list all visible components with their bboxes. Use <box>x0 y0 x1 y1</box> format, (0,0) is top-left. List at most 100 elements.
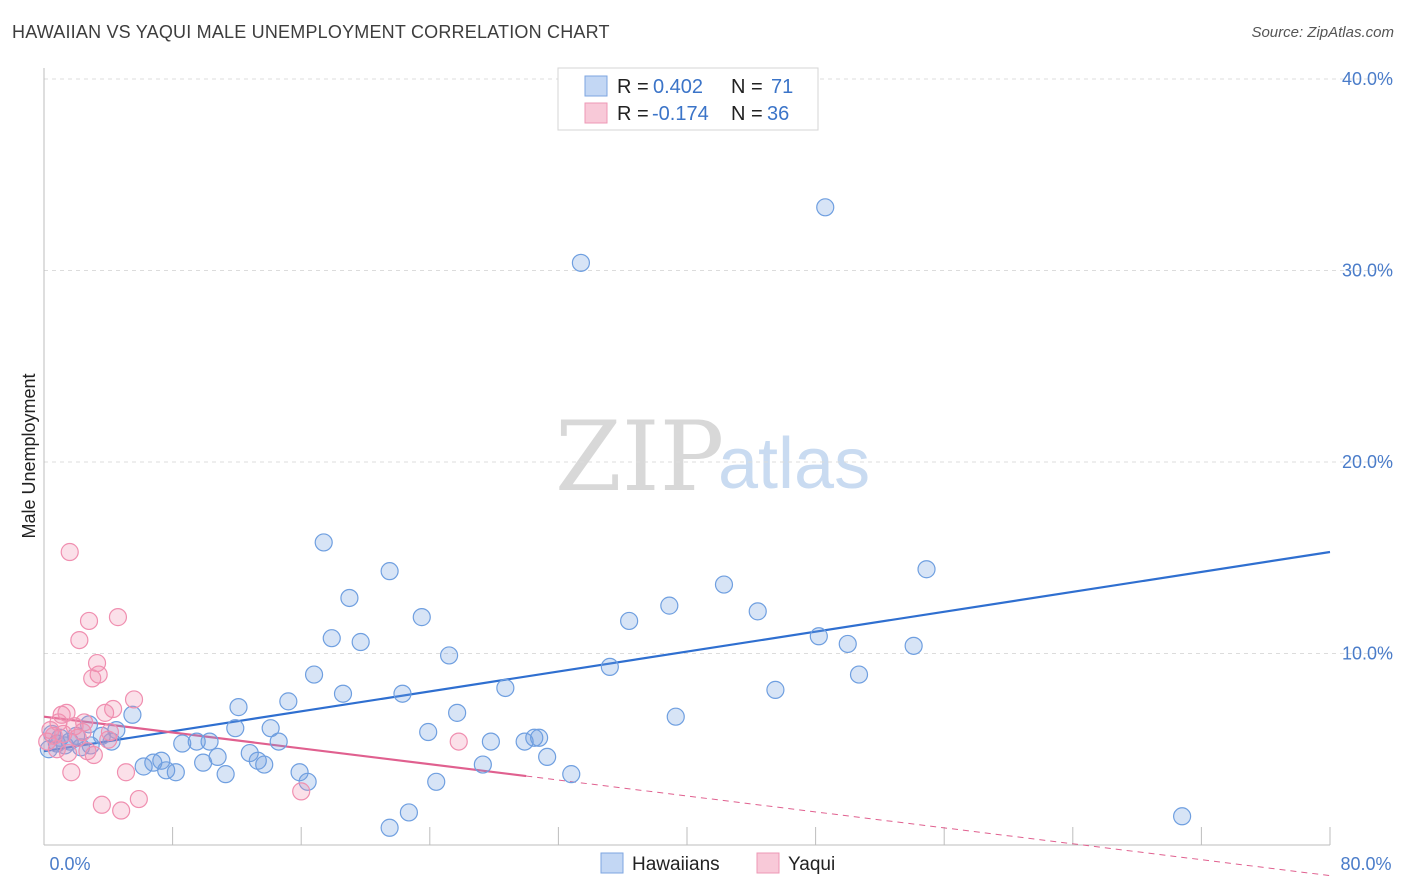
point-yaqui <box>47 740 66 759</box>
point-hawaiians <box>666 707 685 726</box>
point-hawaiians <box>298 772 317 791</box>
watermark-zip: ZIP <box>555 401 724 513</box>
point-hawaiians <box>439 646 459 665</box>
legend-n-value-yaqui: 36 <box>767 103 789 125</box>
point-hawaiians <box>515 732 534 751</box>
point-hawaiians <box>917 560 936 579</box>
bottom-legend-label-hawaiians: Hawaiians <box>632 854 720 875</box>
series-legend: Hawaiians Yaqui <box>600 852 835 875</box>
point-hawaiians <box>226 719 245 738</box>
y-tick-label: 30.0% <box>1342 261 1393 281</box>
point-hawaiians <box>748 602 767 621</box>
legend-r-label-hawaiians: R = <box>617 76 649 98</box>
point-hawaiians <box>200 732 219 751</box>
y-tick-label: 20.0% <box>1342 452 1393 472</box>
point-hawaiians <box>152 751 171 770</box>
point-hawaiians <box>525 728 544 747</box>
bottom-legend-swatch-yaqui <box>756 852 780 874</box>
point-hawaiians <box>279 692 298 711</box>
point-hawaiians <box>123 705 142 724</box>
point-yaqui <box>92 795 111 814</box>
x-tick-label-min: 0.0% <box>49 854 90 874</box>
point-hawaiians <box>904 636 923 655</box>
point-hawaiians <box>427 772 446 791</box>
point-hawaiians <box>660 596 679 615</box>
y-tick-label: 40.0% <box>1342 69 1393 89</box>
point-yaqui <box>99 730 118 749</box>
point-hawaiians <box>714 575 734 594</box>
point-yaqui <box>70 630 89 650</box>
point-yaqui <box>449 732 468 751</box>
point-hawaiians <box>620 611 639 631</box>
point-hawaiians <box>380 562 399 581</box>
legend-r-value-hawaiians: 0.402 <box>653 76 703 98</box>
point-hawaiians <box>351 632 370 652</box>
series-hawaiians <box>39 198 1192 837</box>
point-hawaiians <box>600 657 619 677</box>
series-yaqui <box>38 542 468 820</box>
point-hawaiians <box>809 627 828 646</box>
chart-title: HAWAIIAN VS YAQUI MALE UNEMPLOYMENT CORR… <box>12 22 610 42</box>
legend-swatch-yaqui <box>584 102 608 124</box>
watermark: ZIP atlas <box>555 401 870 513</box>
point-hawaiians <box>766 680 785 699</box>
point-hawaiians <box>380 818 399 837</box>
point-hawaiians <box>166 763 185 782</box>
legend-r-value-yaqui: -0.174 <box>652 103 709 125</box>
chart-source: Source: ZipAtlas.com <box>1251 24 1394 41</box>
point-yaqui <box>75 713 94 732</box>
bottom-legend-swatch-hawaiians <box>600 852 624 874</box>
point-yaqui <box>87 653 107 673</box>
point-hawaiians <box>816 198 835 217</box>
point-yaqui <box>59 743 78 763</box>
point-yaqui <box>57 703 76 722</box>
legend-n-value-hawaiians: 71 <box>771 76 793 98</box>
point-hawaiians <box>333 684 353 703</box>
legend-swatch-hawaiians <box>584 75 608 97</box>
legend-r-label-yaqui: R = <box>617 103 649 125</box>
point-yaqui <box>84 745 103 765</box>
point-yaqui <box>60 542 79 562</box>
gridlines <box>44 78 1392 654</box>
y-tick-labels: 10.0% 20.0% 30.0% 40.0% <box>1342 69 1393 664</box>
point-hawaiians <box>1173 807 1192 826</box>
point-hawaiians <box>173 734 192 753</box>
point-hawaiians <box>538 747 557 767</box>
point-yaqui <box>292 782 311 801</box>
bottom-legend-label-yaqui: Yaqui <box>788 854 835 875</box>
point-yaqui <box>104 699 123 719</box>
point-hawaiians <box>448 703 467 722</box>
trendline-hawaiians <box>43 550 1331 753</box>
point-yaqui <box>79 611 99 631</box>
legend-n-label-yaqui: N = <box>731 103 763 125</box>
point-hawaiians <box>229 698 248 717</box>
point-hawaiians <box>314 533 333 552</box>
point-yaqui <box>116 763 136 782</box>
point-hawaiians <box>304 665 324 684</box>
point-hawaiians <box>187 732 206 751</box>
point-hawaiians <box>261 719 280 738</box>
point-hawaiians <box>473 755 492 774</box>
point-hawaiians <box>340 588 359 608</box>
point-hawaiians <box>134 757 153 776</box>
point-hawaiians <box>399 803 419 822</box>
stats-legend: R = 0.402 N = 71 R = -0.174 N = 36 <box>557 67 819 131</box>
point-yaqui <box>112 801 131 820</box>
point-hawaiians <box>322 629 341 648</box>
watermark-atlas: atlas <box>718 424 870 504</box>
point-hawaiians <box>849 665 869 684</box>
y-tick-label: 10.0% <box>1342 644 1393 664</box>
trendline-yaqui-extrapolated <box>526 775 1331 877</box>
point-hawaiians <box>481 732 500 751</box>
point-yaqui <box>68 728 87 747</box>
y-axis-label: Male Unemployment <box>19 373 39 538</box>
legend-n-label-hawaiians: N = <box>731 76 763 98</box>
point-yaqui <box>108 608 128 627</box>
point-hawaiians <box>216 765 235 784</box>
point-hawaiians <box>838 634 857 654</box>
point-hawaiians <box>255 755 274 774</box>
point-hawaiians <box>562 765 581 784</box>
point-hawaiians <box>530 728 549 747</box>
point-yaqui <box>62 763 81 782</box>
point-hawaiians <box>393 684 412 703</box>
